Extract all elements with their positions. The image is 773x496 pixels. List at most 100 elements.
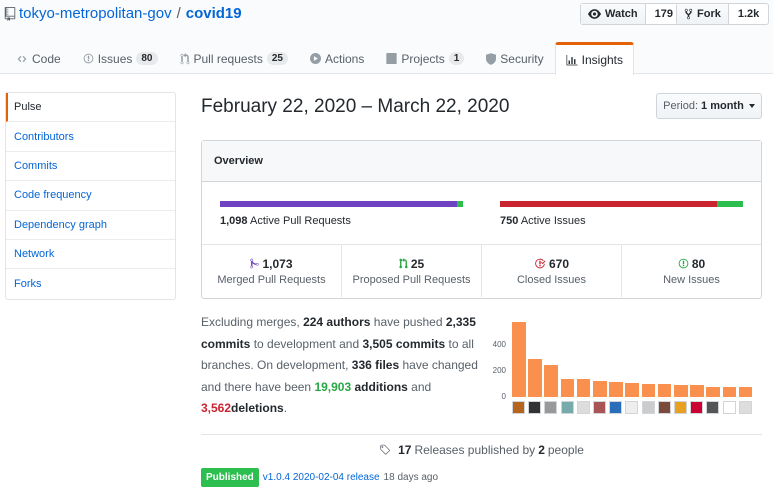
menu-item-pulse[interactable]: Pulse [6, 93, 175, 123]
contributor-avatar[interactable] [641, 401, 655, 414]
shield-icon [486, 52, 497, 65]
issue-closed-icon [535, 258, 546, 269]
menu-item-forks[interactable]: Forks [14, 278, 42, 291]
graph-icon [566, 54, 578, 65]
fork-icon [684, 8, 693, 20]
summary-text: and [411, 379, 432, 394]
chart-bar[interactable] [738, 387, 753, 397]
contributor-avatar[interactable] [657, 401, 671, 414]
caret-down-icon [748, 104, 755, 108]
active-issues-count: 750 [500, 215, 519, 227]
contributor-avatar[interactable] [544, 401, 558, 414]
chart-bar[interactable] [674, 384, 688, 397]
active-pull-requests-count: 1,098 [220, 215, 248, 227]
additions-count: 19,903 [314, 379, 352, 394]
commits-by-author-chart: 0 200 400 [490, 314, 760, 418]
proposed-pull-requests-stat[interactable]: 25 Proposed Pull Requests [342, 245, 482, 297]
contributor-avatar[interactable] [625, 401, 639, 414]
tab-issues[interactable]: Issues 80 [72, 42, 169, 74]
closed-issues-stat[interactable]: 670 Closed Issues [482, 245, 622, 297]
release-item: Published v1.0.4 2020-02-04 release 18 d… [201, 468, 438, 487]
closed-issues-label: Closed Issues [516, 273, 587, 286]
chart-bar[interactable] [690, 385, 704, 397]
contributor-avatar[interactable] [528, 401, 542, 414]
releases-people-count: 2 [538, 442, 545, 457]
contributor-avatar[interactable] [609, 401, 623, 414]
fork-button[interactable]: Fork [677, 4, 729, 24]
tab-insights[interactable]: Insights [554, 42, 634, 75]
contributor-avatar[interactable] [593, 401, 606, 414]
chart-bar[interactable] [625, 383, 639, 397]
fork-count[interactable]: 1.2k [737, 8, 760, 20]
tab-projects[interactable]: Projects 1 [375, 42, 475, 74]
contributor-avatar[interactable] [706, 401, 720, 414]
watch-count[interactable]: 179 [654, 8, 673, 20]
period-label: Period: [663, 100, 699, 112]
releases-count: 17 [398, 442, 412, 457]
tab-insights-label: Insights [581, 53, 623, 67]
menu-item-dependency-graph[interactable]: Dependency graph [6, 211, 175, 240]
chart-bar[interactable] [609, 382, 623, 397]
chart-bar[interactable] [641, 384, 656, 397]
chart-bar[interactable] [512, 322, 526, 397]
tab-pull-requests-label: Pull requests [193, 51, 263, 66]
contributor-avatar[interactable] [738, 401, 752, 414]
chart-bar[interactable] [593, 380, 607, 397]
pr-open-icon [399, 258, 408, 269]
contributor-avatar[interactable] [674, 401, 687, 414]
contributor-avatar[interactable] [722, 401, 736, 414]
tab-pull-requests-counter: 25 [266, 52, 288, 65]
contributor-avatar[interactable] [512, 401, 525, 414]
chart-bar[interactable] [528, 359, 542, 397]
chart-bar[interactable] [576, 379, 591, 397]
releases-text: Releases published by [414, 442, 536, 457]
issues-bar-closed [500, 201, 717, 207]
menu-item-network[interactable]: Network [6, 240, 175, 270]
active-issues-label: Active Issues [520, 215, 586, 227]
period-dropdown[interactable]: Period: 1 month [656, 93, 762, 119]
contributor-avatar[interactable] [690, 401, 704, 414]
chart-bar[interactable] [706, 386, 720, 397]
overview-title: Overview [202, 141, 761, 182]
issue-icon [83, 53, 93, 64]
tab-security[interactable]: Security [475, 42, 554, 74]
watch-button[interactable]: Watch [581, 4, 646, 24]
contributor-avatar[interactable] [560, 401, 574, 414]
all-commits-link[interactable]: 3,505 commits [362, 336, 446, 351]
fork-widget: Fork 1.2k [676, 3, 770, 25]
releases-text: people [547, 442, 584, 457]
summary-text: . [283, 401, 288, 415]
tab-actions[interactable]: Actions [299, 42, 375, 74]
menu-item-code-frequency[interactable]: Code frequency [6, 181, 175, 211]
chart-bar[interactable] [657, 384, 672, 397]
pull-requests-bar[interactable] [220, 201, 463, 207]
dev-commits-link[interactable]: 2,335 commits [201, 315, 476, 351]
active-pull-requests-link[interactable]: 1,098 Active Pull Requests [220, 215, 351, 227]
summary-text: have changed and there have been [201, 358, 478, 394]
issues-bar[interactable] [500, 201, 743, 207]
tab-code[interactable]: Code [5, 42, 72, 74]
project-icon [386, 53, 398, 64]
new-issues-stat[interactable]: 80 New Issues [622, 245, 761, 297]
commit-summary: Excluding merges, 224 authors have pushe… [201, 312, 486, 420]
chart-bar[interactable] [544, 365, 558, 397]
contributor-avatar[interactable] [576, 401, 590, 414]
chart-bar[interactable] [560, 378, 575, 397]
repo-name-link[interactable]: covid19 [185, 5, 242, 22]
summary-text: have pushed [373, 315, 443, 329]
date-range-title: February 22, 2020 – March 22, 2020 [201, 96, 510, 117]
tab-pull-requests[interactable]: Pull requests 25 [169, 42, 300, 74]
active-issues-link[interactable]: 750 Active Issues [500, 215, 586, 227]
menu-item-commits[interactable]: Commits [6, 152, 175, 182]
authors-link[interactable]: 224 authors [303, 315, 371, 329]
release-link[interactable]: v1.0.4 2020-02-04 release [262, 472, 380, 483]
new-issues-label: New Issues [663, 273, 720, 286]
menu-item-contributors[interactable]: Contributors [6, 122, 175, 152]
repo-owner-link[interactable]: tokyo-metropolitan-gov [19, 5, 172, 22]
additions-label: additions [354, 379, 408, 394]
chart-bar[interactable] [722, 387, 737, 397]
period-value: 1 month [701, 100, 744, 112]
merged-pull-requests-stat[interactable]: 1,073 Merged Pull Requests [202, 245, 342, 297]
proposed-pull-requests-label: Proposed Pull Requests [352, 273, 471, 286]
releases-summary[interactable]: 17 Releases published by 2 people [201, 434, 762, 464]
